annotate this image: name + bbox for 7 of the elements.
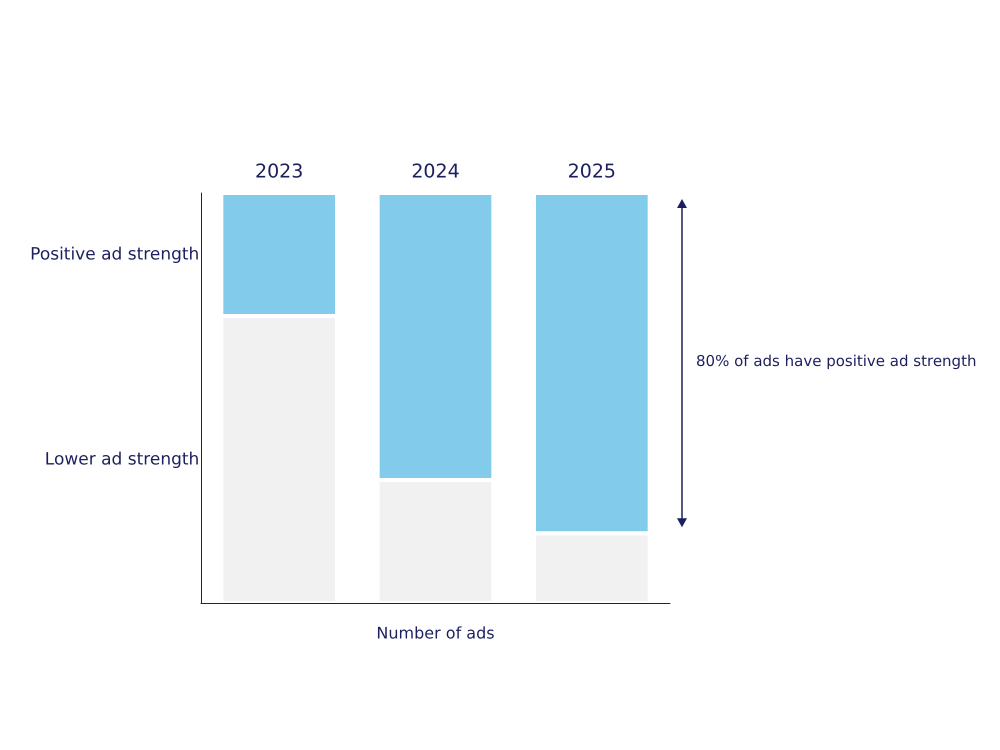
x-tick-label: 2023	[254, 160, 304, 182]
x-tick-label: 2025	[568, 160, 616, 182]
series-label: Lower ad strength	[44, 450, 200, 470]
x-tick-label: 2024	[411, 160, 460, 182]
text: 80% of ads have positive ad strength	[696, 352, 976, 370]
x-axis-title: Number of ads	[376, 624, 495, 642]
series-label: Positive ad strength	[30, 244, 200, 264]
